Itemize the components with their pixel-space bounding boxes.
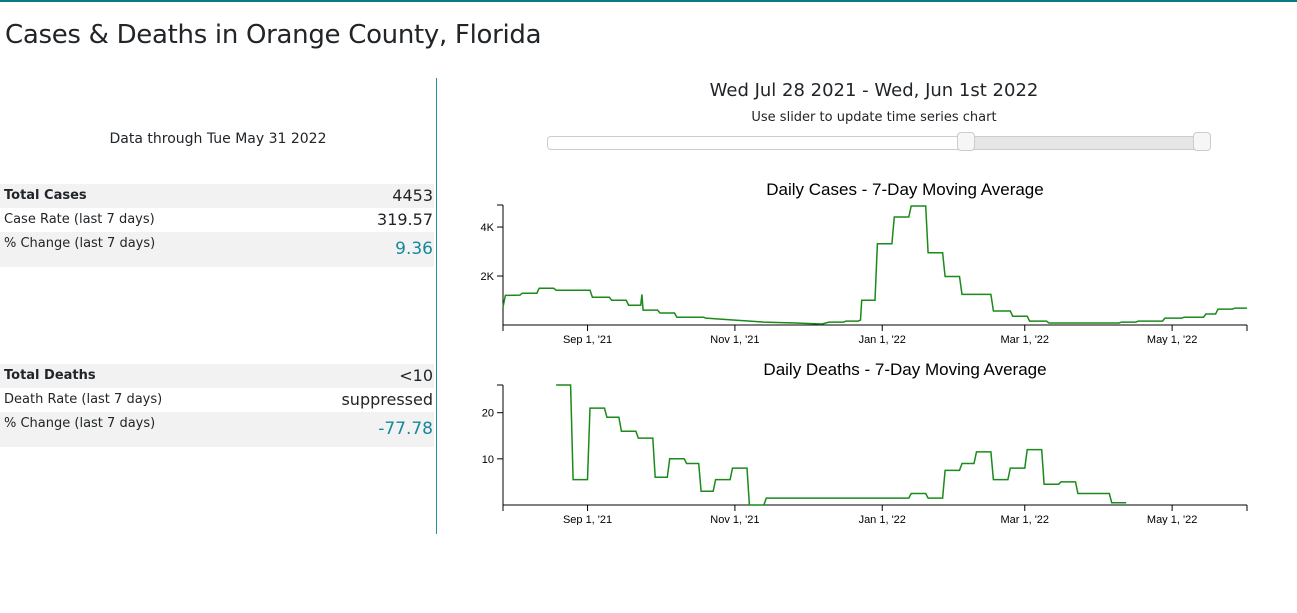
stat-value: 4453 xyxy=(392,186,433,205)
stat-row-total-cases: Total Cases 4453 xyxy=(0,184,434,208)
data-through-label: Data through Tue May 31 2022 xyxy=(109,131,327,147)
y-tick-label: 10 xyxy=(482,454,494,466)
cases-stats-table: Total Cases 4453 Case Rate (last 7 days)… xyxy=(0,184,434,267)
stat-value: -77.78 xyxy=(378,419,433,439)
stat-value: 9.36 xyxy=(395,239,433,259)
stat-label: Total Cases xyxy=(4,188,87,203)
stat-label: Case Rate (last 7 days) xyxy=(4,212,155,227)
stat-row-case-rate: Case Rate (last 7 days) 319.57 xyxy=(0,208,434,232)
series-line xyxy=(556,384,1127,506)
slider-selected-range xyxy=(966,137,1202,149)
stat-row-case-change: % Change (last 7 days) 9.36 xyxy=(0,232,434,267)
chart-title: Daily Deaths - 7-Day Moving Average xyxy=(763,360,1046,379)
stat-value: <10 xyxy=(399,366,433,385)
x-tick-label: Sep 1, '21 xyxy=(563,514,612,525)
x-tick-label: Nov 1, '21 xyxy=(710,334,759,345)
slider-hint: Use slider to update time series chart xyxy=(751,110,997,125)
date-range-label: Wed Jul 28 2021 - Wed, Jun 1st 2022 xyxy=(709,80,1039,101)
summary-panel: Data through Tue May 31 2022 Total Cases… xyxy=(0,78,437,534)
x-tick-label: Jan 1, '22 xyxy=(859,334,906,345)
x-tick-label: Mar 1, '22 xyxy=(1000,514,1049,525)
x-tick-label: Nov 1, '21 xyxy=(710,514,759,525)
stat-row-death-rate: Death Rate (last 7 days) suppressed xyxy=(0,388,434,412)
stat-value: suppressed xyxy=(341,390,433,409)
slider-handle-end[interactable] xyxy=(1193,132,1211,151)
stat-row-total-deaths: Total Deaths <10 xyxy=(0,364,434,388)
y-tick-label: 2K xyxy=(481,271,495,283)
x-tick-label: Mar 1, '22 xyxy=(1000,334,1049,345)
series-line xyxy=(502,205,1247,325)
cases-chart: Daily Cases - 7-Day Moving Average 2K 4K Se… xyxy=(481,180,1248,345)
stat-row-death-change: % Change (last 7 days) -77.78 xyxy=(0,412,434,447)
stat-label: Death Rate (last 7 days) xyxy=(4,392,163,407)
x-tick-label: May 1, '22 xyxy=(1147,514,1197,525)
data-points xyxy=(503,206,1247,324)
deaths-stats-table: Total Deaths <10 Death Rate (last 7 days… xyxy=(0,364,434,447)
x-tick-label: May 1, '22 xyxy=(1147,334,1197,345)
x-tick-label: Sep 1, '21 xyxy=(563,334,612,345)
data-points xyxy=(556,385,1126,505)
date-range-slider[interactable] xyxy=(547,132,1211,151)
y-tick-label: 20 xyxy=(482,408,494,420)
slider-handle-start[interactable] xyxy=(957,132,976,151)
stat-label: % Change (last 7 days) xyxy=(4,416,156,431)
stat-label: Total Deaths xyxy=(4,368,96,383)
stat-value: 319.57 xyxy=(377,210,433,229)
x-tick-label: Jan 1, '22 xyxy=(859,514,906,525)
y-tick-label: 4K xyxy=(481,222,495,234)
stat-label: % Change (last 7 days) xyxy=(4,236,156,251)
page-title: Cases & Deaths in Orange County, Florida xyxy=(5,20,542,50)
chart-title: Daily Cases - 7-Day Moving Average xyxy=(766,180,1043,199)
top-accent-bar xyxy=(0,0,1297,2)
deaths-chart: Daily Deaths - 7-Day Moving Average 10 20 S… xyxy=(482,360,1248,525)
